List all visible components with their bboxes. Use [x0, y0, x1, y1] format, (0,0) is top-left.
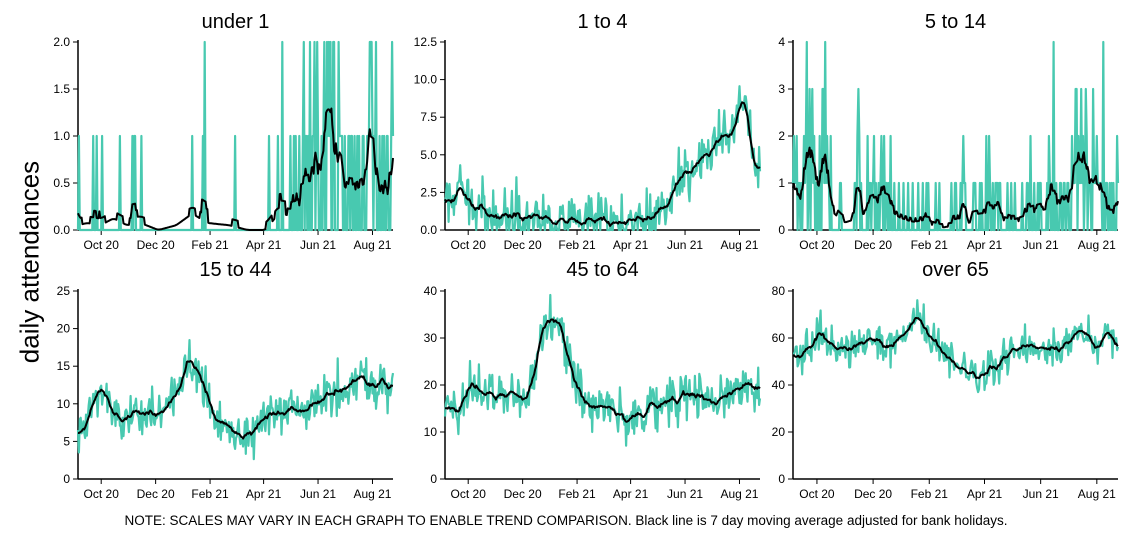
- moving-average-series: [444, 318, 761, 423]
- moving-average-series: [77, 360, 394, 440]
- y-tick-label: 4: [778, 35, 785, 49]
- y-tick-label: 0: [778, 223, 785, 237]
- x-tick-label: Aug 21: [1078, 487, 1116, 501]
- x-tick-label: Jun 21: [1023, 238, 1059, 252]
- y-tick-label: 2: [778, 129, 785, 143]
- chart-title: under 1: [202, 11, 270, 33]
- daily-attendances-series: [792, 299, 1120, 394]
- x-tick-label: Oct 20: [84, 487, 120, 501]
- daily-attendances-series: [443, 85, 762, 232]
- x-tick-label: Apr 21: [613, 238, 649, 252]
- y-tick-label: 10: [424, 425, 438, 439]
- y-tick-label: 10.0: [414, 73, 438, 87]
- y-tick-label: 20: [772, 425, 786, 439]
- x-tick-label: Feb 21: [558, 238, 596, 252]
- chart-title: over 65: [922, 259, 989, 281]
- footnote: NOTE: SCALES MAY VARY IN EACH GRAPH TO E…: [124, 513, 1008, 528]
- x-tick-label: Dec 20: [854, 487, 892, 501]
- y-tick-label: 0: [778, 472, 785, 486]
- moving-average-series: [77, 107, 394, 231]
- chart-grid: under 1 0.0 0.5 1.0 1.5 2.0 Oct 20 Dec 20 Feb 21…: [53, 11, 1120, 501]
- chart-title: 5 to 14: [925, 11, 986, 33]
- x-tick-label: Aug 21: [353, 238, 391, 252]
- x-tick-label: Jun 21: [1023, 487, 1059, 501]
- daily-attendances-series: [791, 40, 1120, 232]
- x-tick-label: Feb 21: [191, 487, 229, 501]
- y-tick-label: 3: [778, 82, 785, 96]
- moving-average-series: [444, 101, 761, 227]
- y-tick-label: 12.5: [414, 35, 438, 49]
- x-tick-label: Apr 21: [246, 487, 282, 501]
- chart-title: 15 to 44: [199, 259, 271, 281]
- daily-attendances-series: [76, 339, 395, 461]
- y-tick-label: 2.0: [53, 35, 70, 49]
- y-tick-label: 1.5: [53, 82, 70, 96]
- y-tick-label: 1: [778, 176, 785, 190]
- y-tick-label: 10: [57, 397, 71, 411]
- x-tick-label: Oct 20: [799, 238, 835, 252]
- y-tick-label: 1.0: [53, 129, 70, 143]
- chart-title: 45 to 64: [566, 259, 638, 281]
- x-tick-label: Dec 20: [137, 238, 175, 252]
- y-tick-label: 0: [63, 472, 70, 486]
- x-tick-label: Jun 21: [300, 487, 336, 501]
- x-tick-label: Jun 21: [667, 487, 703, 501]
- x-tick-label: Aug 21: [1078, 238, 1116, 252]
- chart-title: 1 to 4: [577, 11, 627, 33]
- moving-average-series: [792, 317, 1119, 380]
- y-tick-label: 30: [424, 331, 438, 345]
- daily-attendances-series: [443, 293, 762, 447]
- x-tick-label: Jun 21: [300, 238, 336, 252]
- x-tick-label: Feb 21: [911, 238, 949, 252]
- x-tick-label: Oct 20: [84, 238, 120, 252]
- y-tick-label: 7.5: [420, 110, 437, 124]
- x-tick-label: Oct 20: [451, 487, 487, 501]
- x-tick-label: Aug 21: [353, 487, 391, 501]
- x-tick-label: Apr 21: [967, 238, 1003, 252]
- x-tick-label: Feb 21: [191, 238, 229, 252]
- y-tick-label: 20: [57, 322, 71, 336]
- y-tick-label: 5: [63, 434, 70, 448]
- x-tick-label: Dec 20: [504, 487, 542, 501]
- y-tick-label: 0.5: [53, 176, 70, 190]
- x-tick-label: Feb 21: [558, 487, 596, 501]
- y-tick-label: 15: [57, 359, 71, 373]
- y-tick-label: 25: [57, 284, 71, 298]
- x-tick-label: Dec 20: [137, 487, 175, 501]
- y-tick-label: 40: [424, 284, 438, 298]
- y-tick-label: 0.0: [420, 223, 437, 237]
- x-tick-label: Dec 20: [854, 238, 892, 252]
- x-tick-label: Apr 21: [613, 487, 649, 501]
- x-tick-label: Aug 21: [720, 238, 758, 252]
- x-tick-label: Aug 21: [720, 487, 758, 501]
- y-tick-label: 40: [772, 378, 786, 392]
- y-tick-label: 0.0: [53, 223, 70, 237]
- y-tick-label: 80: [772, 284, 786, 298]
- y-tick-label: 0: [430, 472, 437, 486]
- x-tick-label: Apr 21: [246, 238, 282, 252]
- x-tick-label: Oct 20: [799, 487, 835, 501]
- daily-attendances-series: [76, 40, 395, 232]
- x-tick-label: Jun 21: [667, 238, 703, 252]
- x-tick-label: Dec 20: [504, 238, 542, 252]
- x-tick-label: Feb 21: [911, 487, 949, 501]
- y-tick-label: 2.5: [420, 185, 437, 199]
- y-tick-label: 5.0: [420, 148, 437, 162]
- x-tick-label: Apr 21: [967, 487, 1003, 501]
- y-tick-label: 20: [424, 378, 438, 392]
- x-tick-label: Oct 20: [451, 238, 487, 252]
- moving-average-series: [792, 146, 1119, 229]
- y-tick-label: 60: [772, 331, 786, 345]
